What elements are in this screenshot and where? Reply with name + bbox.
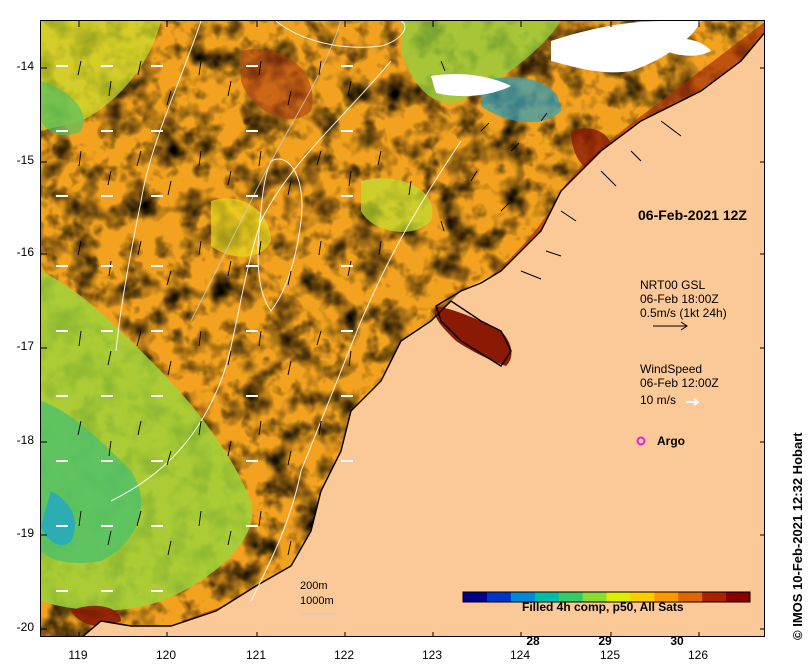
lat-label: -15: [16, 153, 34, 167]
gulf: [434, 306, 512, 366]
colorbar-swatch: [582, 592, 607, 602]
argo-marker: [636, 436, 646, 446]
contour-legend-1000m: 1000m: [300, 595, 334, 607]
colorbar-swatch: [534, 592, 560, 602]
colorbar-swatch: [558, 592, 584, 602]
coastline: [82, 32, 764, 636]
colorbar-tick: 29: [598, 634, 612, 648]
map-title: 06-Feb-2021 12Z: [638, 207, 747, 223]
colorbar-swatch: [678, 592, 703, 602]
colorbar-swatch: [630, 592, 655, 602]
credit-label: IMOS 10-Feb-2021 12:32 Hobart: [790, 432, 805, 627]
lon-label: 119: [68, 648, 88, 662]
colorbar-tick: 30: [670, 634, 684, 648]
colorbar-swatch: [654, 592, 679, 602]
lat-label: -14: [16, 59, 34, 73]
lon-label: 120: [155, 648, 177, 662]
copyright-symbol: ©: [790, 630, 805, 640]
lat-label: -17: [16, 339, 34, 353]
current-legend-arrow: [653, 321, 688, 331]
colorbar: [463, 592, 751, 602]
wind-legend-line2: 06-Feb 12:00Z: [640, 376, 719, 390]
credit-text: © IMOS 10-Feb-2021 12:32 Hobart: [790, 432, 805, 640]
wind-legend-line3: 10 m/s: [640, 393, 677, 407]
sst-map: [41, 21, 764, 636]
wind-legend-arrow: [686, 398, 700, 406]
lat-label: -20: [16, 620, 34, 634]
bathymetry-contours: [110, 21, 462, 602]
current-legend-line2: 06-Feb 18:00Z: [640, 292, 719, 306]
lat-label: -19: [16, 526, 34, 540]
lon-label: 122: [333, 648, 355, 662]
lon-label: 123: [421, 648, 443, 662]
current-arrows: [77, 60, 548, 556]
wind-arrows: [56, 65, 353, 592]
cloud-mask: [431, 21, 711, 97]
colorbar-swatch: [510, 592, 536, 602]
argo-legend-label: Argo: [657, 434, 685, 448]
wind-legend-line1: WindSpeed: [640, 362, 703, 376]
lon-label: 126: [687, 648, 709, 662]
map-frame: [40, 20, 765, 637]
colorbar-title: Filled 4h comp, p50, All Sats: [522, 600, 684, 614]
colorbar-swatch: [606, 592, 631, 602]
colorbar-swatch: [726, 592, 751, 602]
colorbar-tick: 28: [526, 634, 540, 648]
current-legend-line1: NRT00 GSL: [640, 278, 706, 292]
lat-label: -16: [16, 245, 34, 259]
colorbar-swatch: [463, 592, 488, 602]
contour-legend-200m: 200m: [300, 580, 328, 592]
lat-label: -18: [16, 433, 34, 447]
colorbar-swatch: [486, 592, 512, 602]
colorbar-swatch: [702, 592, 727, 602]
lon-label: 121: [245, 648, 267, 662]
lon-label: 124: [509, 648, 531, 662]
lon-label: 125: [599, 648, 621, 662]
current-legend-line3: 0.5m/s (1kt 24h): [640, 306, 727, 320]
